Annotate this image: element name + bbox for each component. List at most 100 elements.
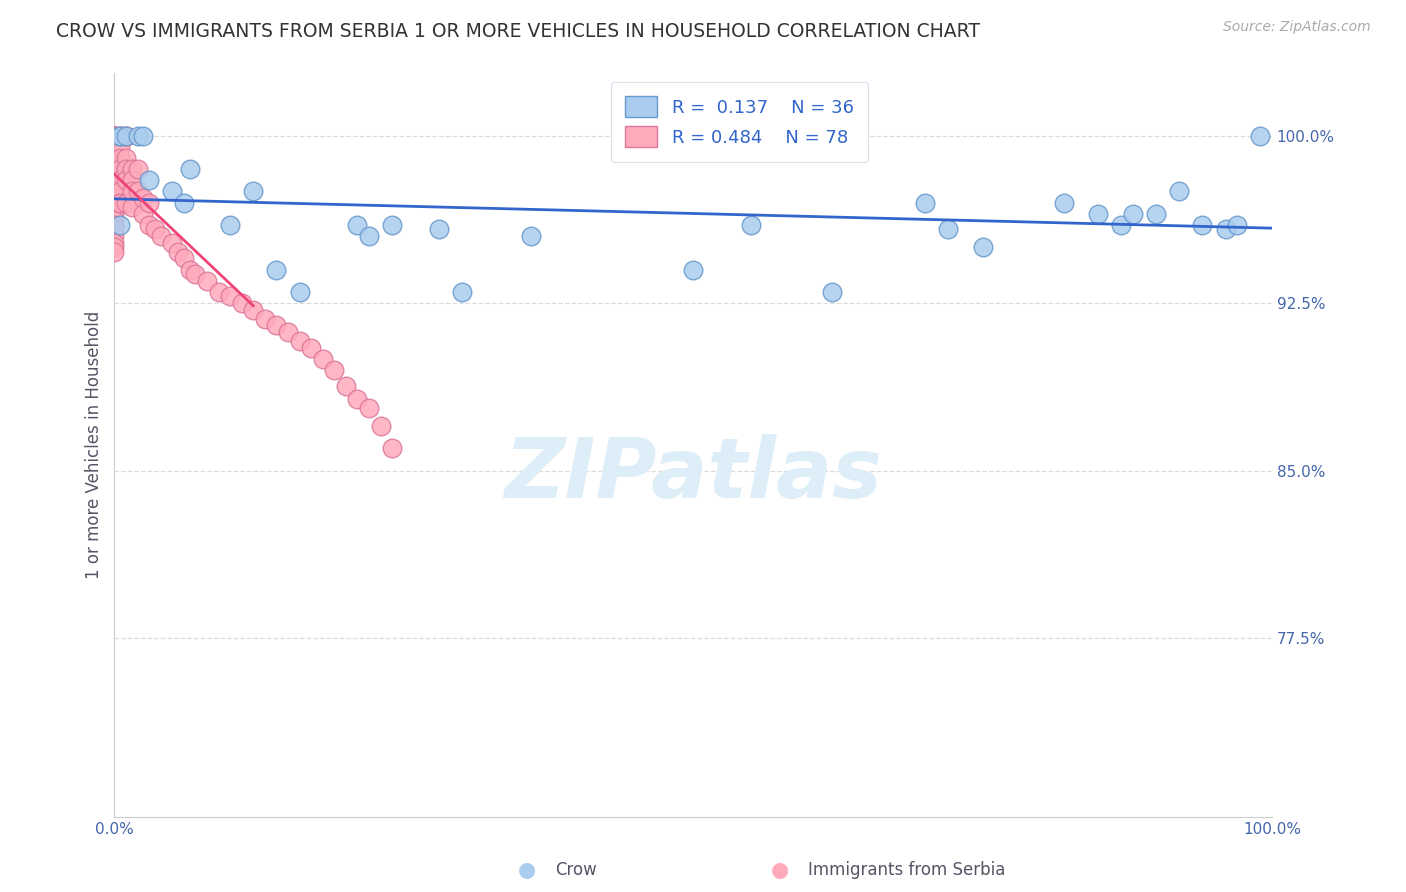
Point [103, 162, 125, 177]
Point [1168, 185, 1191, 199]
Text: CROW VS IMMIGRANTS FROM SERBIA 1 OR MORE VEHICLES IN HOUSEHOLD CORRELATION CHART: CROW VS IMMIGRANTS FROM SERBIA 1 OR MORE… [56, 22, 980, 41]
Point [108, 218, 131, 232]
Point [288, 285, 311, 299]
Point [115, 128, 138, 143]
Point [103, 128, 125, 143]
Point [914, 195, 936, 210]
Point [108, 195, 131, 210]
Point [108, 139, 131, 153]
Point [103, 151, 125, 165]
Point [207, 285, 229, 299]
Point [162, 235, 184, 250]
Point [346, 392, 368, 407]
Point [277, 325, 299, 339]
Point [1249, 128, 1271, 143]
Point [167, 244, 190, 259]
Point [127, 162, 149, 177]
Point [108, 162, 131, 177]
Point [103, 128, 125, 143]
Text: Crow: Crow [555, 861, 598, 879]
Point [266, 262, 288, 277]
Point [184, 267, 207, 281]
Point [108, 151, 131, 165]
Point [103, 218, 125, 232]
Point [115, 128, 138, 143]
Text: Immigrants from Serbia: Immigrants from Serbia [808, 861, 1005, 879]
Point [346, 218, 368, 232]
Point [108, 128, 131, 143]
Point [103, 200, 125, 214]
Point [162, 185, 184, 199]
Point [103, 169, 125, 183]
Point [132, 128, 155, 143]
Point [103, 240, 125, 254]
Point [115, 173, 138, 187]
Point [103, 195, 125, 210]
Legend: R =  0.137    N = 36, R = 0.484    N = 78: R = 0.137 N = 36, R = 0.484 N = 78 [610, 82, 869, 161]
Point [740, 218, 762, 232]
Text: ZIPatlas: ZIPatlas [505, 434, 882, 516]
Point [357, 229, 380, 244]
Point [231, 296, 253, 310]
Text: ●: ● [772, 860, 789, 880]
Point [103, 173, 125, 187]
Text: Source: ZipAtlas.com: Source: ZipAtlas.com [1223, 20, 1371, 34]
Point [103, 128, 125, 143]
Point [520, 229, 543, 244]
Point [195, 274, 218, 288]
Point [108, 128, 131, 143]
Point [242, 302, 264, 317]
Point [103, 222, 125, 236]
Point [299, 341, 322, 355]
Point [103, 128, 125, 143]
Point [381, 218, 404, 232]
Point [103, 235, 125, 250]
Point [115, 162, 138, 177]
Point [1191, 218, 1213, 232]
Point [370, 419, 392, 434]
Point [1052, 195, 1074, 210]
Point [108, 128, 131, 143]
Point [108, 173, 131, 187]
Point [219, 218, 242, 232]
Point [149, 229, 172, 244]
Point [115, 195, 138, 210]
Point [138, 195, 160, 210]
Point [288, 334, 311, 348]
Point [103, 128, 125, 143]
Point [972, 240, 994, 254]
Point [121, 173, 143, 187]
Point [242, 185, 264, 199]
Point [253, 311, 276, 326]
Point [108, 185, 131, 199]
Point [682, 262, 704, 277]
Point [103, 151, 125, 165]
Point [143, 222, 166, 236]
Point [115, 151, 138, 165]
Point [1111, 218, 1133, 232]
Point [179, 262, 201, 277]
Y-axis label: 1 or more Vehicles in Household: 1 or more Vehicles in Household [86, 311, 103, 579]
Point [132, 191, 155, 205]
Point [127, 185, 149, 199]
Point [103, 213, 125, 227]
Point [103, 178, 125, 192]
Point [121, 162, 143, 177]
Point [103, 128, 125, 143]
Point [103, 128, 125, 143]
Point [103, 128, 125, 143]
Point [103, 229, 125, 244]
Point [427, 222, 450, 236]
Point [103, 162, 125, 177]
Point [103, 155, 125, 169]
Point [381, 442, 404, 456]
Point [1122, 207, 1144, 221]
Point [335, 378, 357, 392]
Point [138, 218, 160, 232]
Point [179, 162, 201, 177]
Point [173, 195, 195, 210]
Point [1226, 218, 1249, 232]
Point [103, 207, 125, 221]
Point [312, 351, 335, 366]
Point [132, 207, 155, 221]
